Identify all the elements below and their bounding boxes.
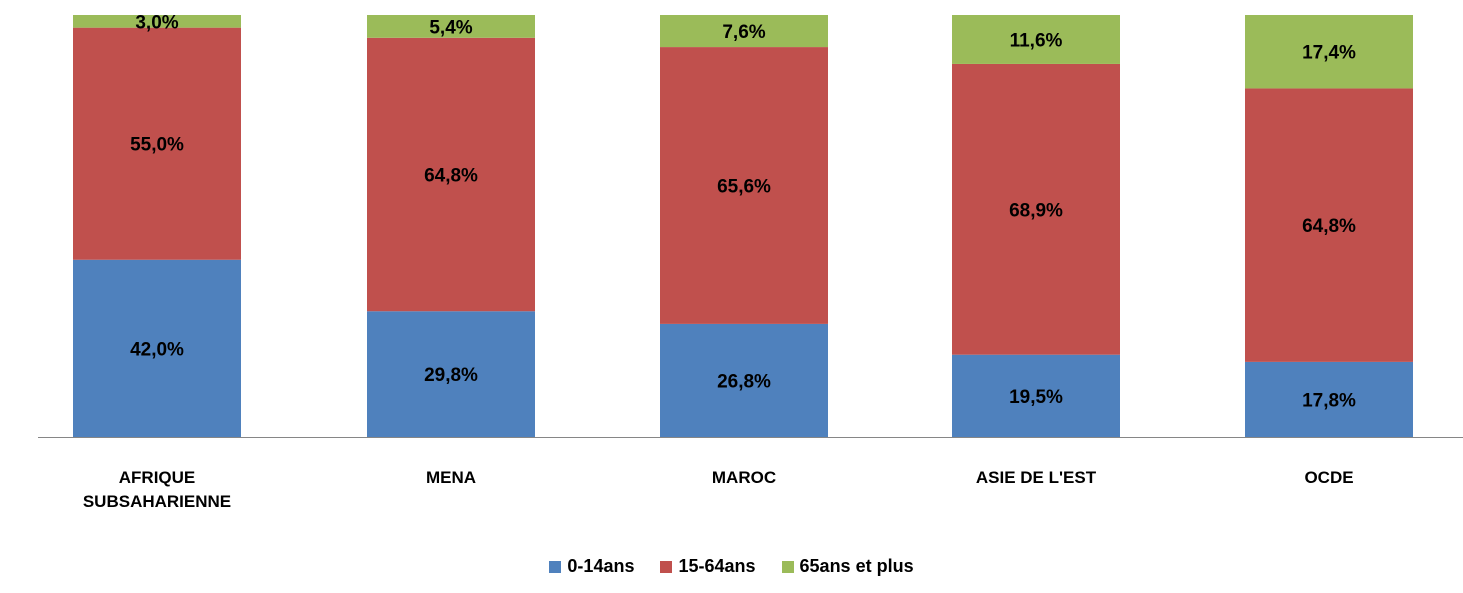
category-label: MAROC <box>624 466 864 490</box>
data-label: 5,4% <box>429 17 472 38</box>
data-label: 7,6% <box>722 22 765 43</box>
bar-segment <box>952 354 1120 437</box>
data-label: 17,8% <box>1302 390 1356 411</box>
bar-segment <box>73 15 241 28</box>
bar-segment <box>73 259 241 437</box>
data-label: 3,0% <box>135 12 178 33</box>
legend-label: 0-14ans <box>567 556 635 576</box>
bar-segment <box>660 47 828 324</box>
legend-swatch <box>781 560 794 573</box>
bar-segment <box>660 323 828 437</box>
legend-item-15-64ans: 15-64ans <box>660 556 756 577</box>
chart-legend: 0-14ans 15-64ans 65ans et plus <box>0 556 1463 577</box>
data-label: 55,0% <box>130 135 184 156</box>
data-label: 68,9% <box>1009 200 1063 221</box>
bar-segment <box>952 15 1120 64</box>
category-label-line: AFRIQUE <box>118 468 196 487</box>
category-label-line: ASIE DE L'EST <box>975 468 1097 487</box>
category-label: OCDE <box>1209 466 1449 490</box>
category-label-line: MAROC <box>711 468 777 487</box>
data-label: 42,0% <box>130 339 184 360</box>
bar-segment <box>367 15 535 38</box>
data-label: 64,8% <box>1302 216 1356 237</box>
bar-segment <box>1245 88 1413 362</box>
bar-segment <box>367 37 535 312</box>
bar-segment <box>1245 15 1413 89</box>
legend-label: 15-64ans <box>678 556 756 576</box>
bar-segment <box>367 311 535 437</box>
data-label: 29,8% <box>424 365 478 386</box>
data-label: 19,5% <box>1009 387 1063 408</box>
data-label: 65,6% <box>717 176 771 197</box>
category-label: ASIE DE L'EST <box>916 466 1156 490</box>
legend-swatch <box>549 560 562 573</box>
category-label: AFRIQUE SUBSAHARIENNE <box>37 466 277 514</box>
data-label: 17,4% <box>1302 43 1356 64</box>
bar-segment <box>1245 361 1413 437</box>
category-label: MENA <box>331 466 571 490</box>
data-label: 64,8% <box>424 166 478 187</box>
bar-segment <box>952 63 1120 355</box>
legend-swatch <box>660 560 673 573</box>
legend-label: 65ans et plus <box>799 556 914 576</box>
bar-segment <box>660 15 828 48</box>
bar-segment <box>73 27 241 260</box>
legend-item-0-14ans: 0-14ans <box>549 556 634 577</box>
legend-item-65ans-et-plus: 65ans et plus <box>781 556 914 577</box>
data-label: 11,6% <box>1010 30 1063 51</box>
bars-group: 42,0% 55,0% 3,0% 29,8% 64,8% 5,4% 26,8% 65,6% 7,… <box>73 12 1413 437</box>
data-label: 26,8% <box>717 371 771 392</box>
category-label-line: MENA <box>425 468 477 487</box>
category-label-line: SUBSAHARIENNE <box>82 492 232 511</box>
category-label-line: OCDE <box>1304 468 1354 487</box>
